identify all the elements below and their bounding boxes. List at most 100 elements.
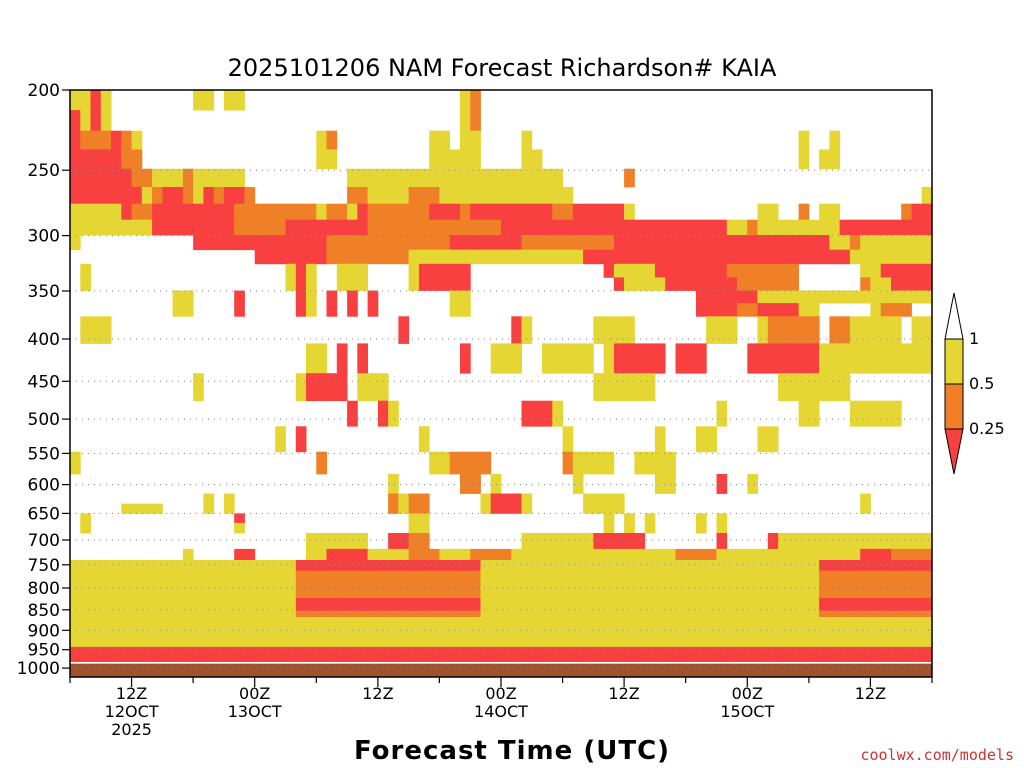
ri-cell [747, 591, 758, 599]
ri-cell [100, 597, 112, 605]
ri-cell [141, 610, 153, 618]
ri-cell [470, 641, 481, 648]
ri-cell [470, 249, 481, 265]
ri-cell [265, 560, 276, 566]
ri-cell [788, 652, 799, 659]
ri-cell [398, 219, 410, 236]
ri-cell [849, 290, 861, 304]
ri-cell [788, 623, 799, 630]
ri-cell [377, 203, 389, 221]
ri-cell [490, 187, 502, 205]
ri-cell [654, 584, 666, 592]
ri-cell [162, 646, 174, 653]
ri-cell [583, 503, 594, 514]
ri-cell [634, 343, 646, 359]
ri-cell [747, 617, 758, 624]
ri-cell [880, 577, 892, 585]
ri-cell [470, 604, 481, 612]
ri-cell [675, 235, 687, 251]
ri-cell [511, 493, 522, 504]
ri-cell [552, 187, 563, 205]
ri-cell [819, 235, 830, 251]
ri-cell [490, 483, 502, 494]
ri-cell [326, 290, 338, 304]
ri-cell [757, 277, 769, 291]
ri-cell [613, 564, 625, 572]
ri-cell [347, 570, 358, 579]
ri-cell [747, 623, 758, 630]
ri-cell [388, 168, 399, 188]
ri-cell [542, 548, 553, 556]
ri-cell [90, 570, 102, 579]
ri-cell [449, 652, 461, 659]
ri-cell [685, 635, 697, 642]
ri-cell [244, 203, 256, 221]
ri-cell [470, 203, 481, 221]
ri-cell [70, 658, 81, 664]
ri-cell [675, 249, 687, 265]
ri-cell [265, 235, 276, 251]
ri-cell [254, 591, 266, 599]
ri-cell [880, 564, 892, 572]
ri-cell [367, 560, 379, 566]
ri-cell [696, 658, 707, 664]
ri-cell [552, 555, 563, 561]
ri-cell [572, 610, 584, 618]
ri-cell [70, 652, 81, 659]
ri-cell [778, 387, 789, 402]
ri-cell [367, 303, 379, 317]
ri-cell [152, 629, 163, 636]
ri-cell [501, 584, 512, 592]
ri-cell [634, 577, 646, 585]
ri-cell [613, 617, 625, 624]
ri-cell [634, 249, 646, 265]
ri-cell [275, 203, 286, 221]
x-tick-label: 2025 [111, 720, 152, 739]
ri-cell [429, 555, 440, 561]
ri-cell [439, 623, 451, 630]
ri-cell [234, 635, 245, 642]
ri-cell [460, 604, 471, 612]
ri-cell [326, 533, 338, 543]
ri-cell [542, 584, 553, 592]
ri-cell [254, 560, 266, 566]
ri-cell [70, 187, 81, 205]
ri-cell [839, 652, 851, 659]
ri-cell [70, 617, 81, 624]
ri-cell [737, 652, 748, 659]
ri-cell [737, 623, 748, 630]
ri-cell [757, 219, 769, 236]
ri-cell [624, 358, 635, 374]
ri-cell [316, 617, 327, 624]
ri-cell [747, 564, 758, 572]
ri-cell [613, 548, 625, 556]
ri-cell [603, 235, 615, 251]
ri-cell [911, 658, 923, 664]
ri-cell [295, 617, 307, 624]
ri-cell [562, 646, 574, 653]
ri-cell [603, 577, 615, 585]
ri-cell [439, 641, 451, 648]
ri-cell [665, 219, 676, 236]
ri-cell [829, 564, 841, 572]
ri-cell [572, 597, 584, 605]
ri-cell [275, 591, 286, 599]
ri-cell [788, 373, 799, 388]
ri-cell [511, 629, 522, 636]
ri-cell [921, 249, 933, 265]
ri-cell [849, 555, 861, 561]
ri-cell [182, 658, 194, 664]
ri-cell [470, 635, 481, 642]
ri-cell [521, 130, 533, 150]
ri-cell [511, 555, 522, 561]
y-tick-label: 400 [28, 330, 60, 350]
ri-cell [162, 560, 174, 566]
ri-cell [767, 652, 779, 659]
ri-cell [213, 652, 225, 659]
ri-cell [306, 617, 317, 624]
ri-cell [275, 249, 286, 265]
ri-cell [418, 548, 430, 556]
ri-cell [326, 555, 338, 561]
ri-cell [429, 168, 440, 188]
ri-cell [306, 203, 317, 221]
